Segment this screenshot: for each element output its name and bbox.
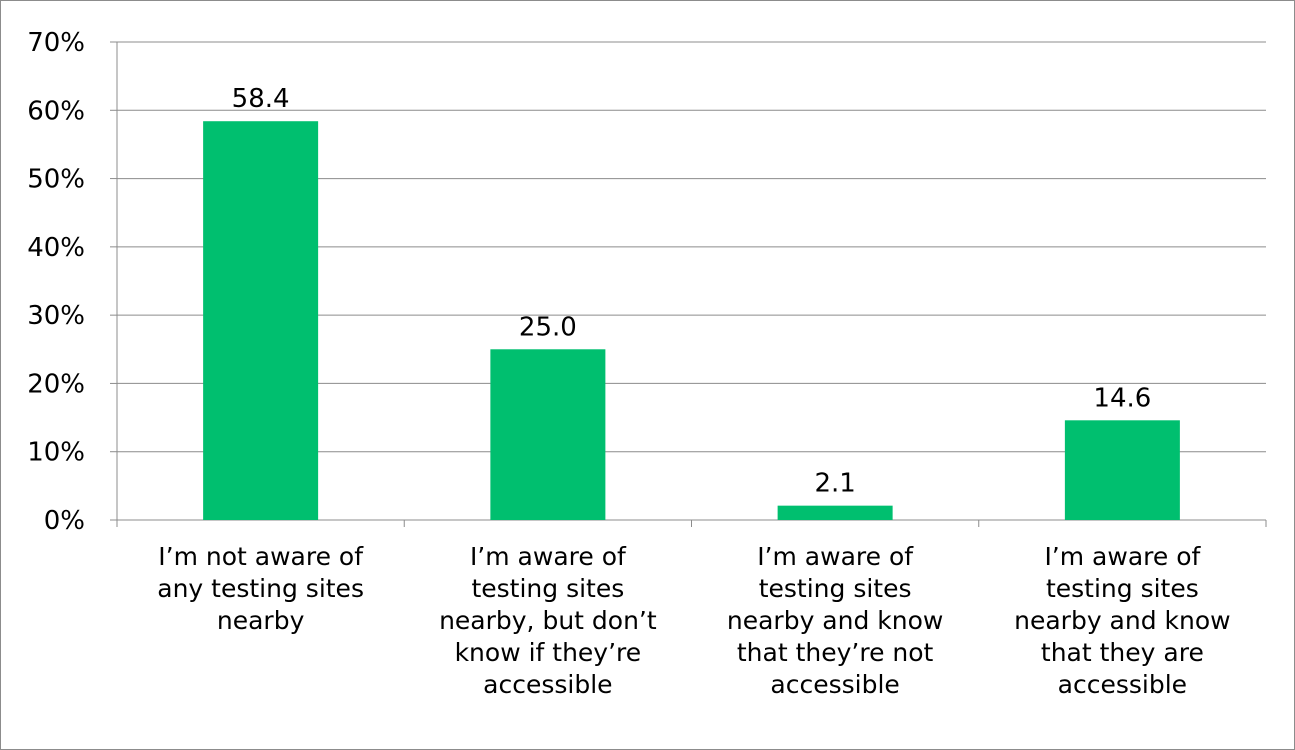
y-tick-label: 20% (27, 369, 85, 399)
x-tick-label: accessible (483, 670, 612, 699)
x-tick-label: I’m aware of (757, 542, 914, 571)
bar (203, 121, 319, 520)
x-tick-label: nearby and know (727, 606, 943, 635)
x-tick-label: that they’re not (737, 638, 934, 667)
y-tick-label: 70% (27, 28, 85, 58)
x-tick-label: I’m aware of (1044, 542, 1201, 571)
bar (1064, 420, 1180, 520)
x-tick-label: nearby, but don’t (439, 606, 657, 635)
x-tick-label: testing sites (759, 574, 912, 603)
bar (490, 349, 606, 520)
data-label: 25.0 (519, 312, 577, 342)
x-tick-label: any testing sites (157, 574, 364, 603)
y-tick-label: 50% (27, 165, 85, 195)
data-label: 14.6 (1093, 383, 1151, 413)
data-label: 58.4 (232, 84, 290, 114)
y-tick-label: 60% (27, 96, 85, 126)
x-tick-label: that they are (1041, 638, 1204, 667)
x-tick-label: I’m aware of (470, 542, 627, 571)
x-tick-label: nearby (217, 606, 305, 635)
x-tick-label: testing sites (1046, 574, 1199, 603)
x-tick-label: I’m not aware of (158, 542, 364, 571)
x-tick-label: accessible (1058, 670, 1187, 699)
y-tick-label: 30% (27, 301, 85, 331)
x-tick-label: know if they’re (455, 638, 642, 667)
x-tick-label: nearby and know (1014, 606, 1230, 635)
y-tick-label: 10% (27, 438, 85, 468)
x-tick-label: testing sites (471, 574, 624, 603)
y-tick-label: 0% (44, 506, 85, 536)
y-tick-label: 40% (27, 233, 85, 263)
data-label: 2.1 (814, 469, 855, 499)
bar (777, 505, 893, 520)
x-tick-label: accessible (770, 670, 899, 699)
